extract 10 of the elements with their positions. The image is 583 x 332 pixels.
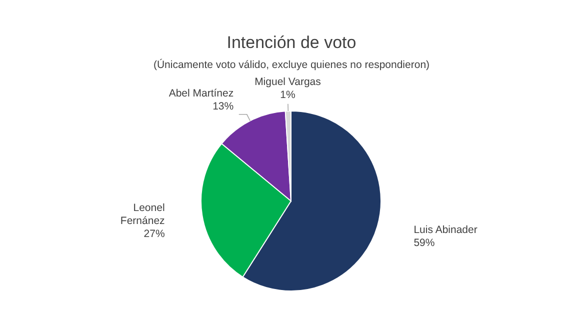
- data-label: 13%: [212, 100, 234, 112]
- slice-label: Luis Abinader: [414, 224, 478, 236]
- data-label: 59%: [414, 236, 435, 249]
- data-label: 1%: [280, 88, 296, 101]
- slice-label: Leonel Fernánez: [120, 202, 165, 227]
- chart-subtitle: (Únicamente voto válido, excluye quienes no respondieron): [153, 58, 430, 71]
- chart-title: Intención de voto: [226, 33, 356, 52]
- slice-label: Miguel Vargas: [254, 76, 321, 88]
- data-label: 27%: [144, 228, 165, 240]
- slice-label: Abel Martínez: [168, 87, 234, 100]
